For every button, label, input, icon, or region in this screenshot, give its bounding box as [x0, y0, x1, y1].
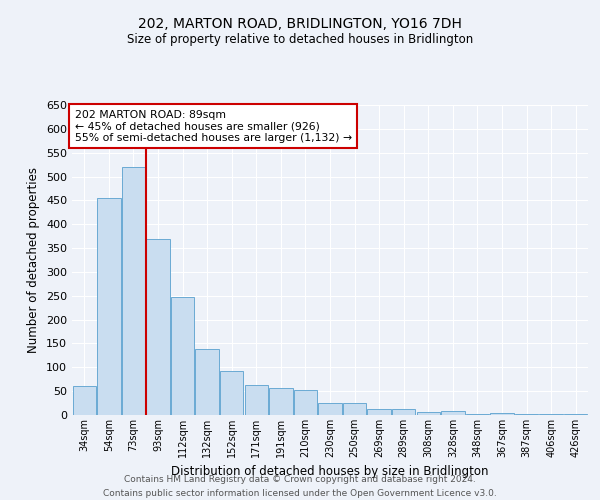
Bar: [122, 167, 145, 415]
X-axis label: Distribution of detached houses by size in Bridlington: Distribution of detached houses by size …: [171, 466, 489, 478]
Text: 202, MARTON ROAD, BRIDLINGTON, YO16 7DH: 202, MARTON ROAD, BRIDLINGTON, YO16 7DH: [138, 18, 462, 32]
Bar: [319, 403, 341, 415]
Bar: [515, 414, 538, 415]
Bar: [490, 412, 514, 415]
Bar: [245, 386, 268, 415]
Bar: [539, 414, 563, 415]
Text: 202 MARTON ROAD: 89sqm
← 45% of detached houses are smaller (926)
55% of semi-de: 202 MARTON ROAD: 89sqm ← 45% of detached…: [74, 110, 352, 143]
Text: Size of property relative to detached houses in Bridlington: Size of property relative to detached ho…: [127, 32, 473, 46]
Bar: [196, 349, 219, 415]
Bar: [97, 198, 121, 415]
Bar: [171, 296, 194, 415]
Y-axis label: Number of detached properties: Number of detached properties: [28, 167, 40, 353]
Text: Contains HM Land Registry data © Crown copyright and database right 2024.
Contai: Contains HM Land Registry data © Crown c…: [103, 476, 497, 498]
Bar: [343, 403, 366, 415]
Bar: [146, 240, 170, 415]
Bar: [564, 414, 587, 415]
Bar: [269, 388, 293, 415]
Bar: [466, 414, 489, 415]
Bar: [220, 371, 244, 415]
Bar: [367, 410, 391, 415]
Bar: [441, 411, 464, 415]
Bar: [73, 386, 96, 415]
Bar: [392, 410, 415, 415]
Bar: [416, 412, 440, 415]
Bar: [294, 390, 317, 415]
